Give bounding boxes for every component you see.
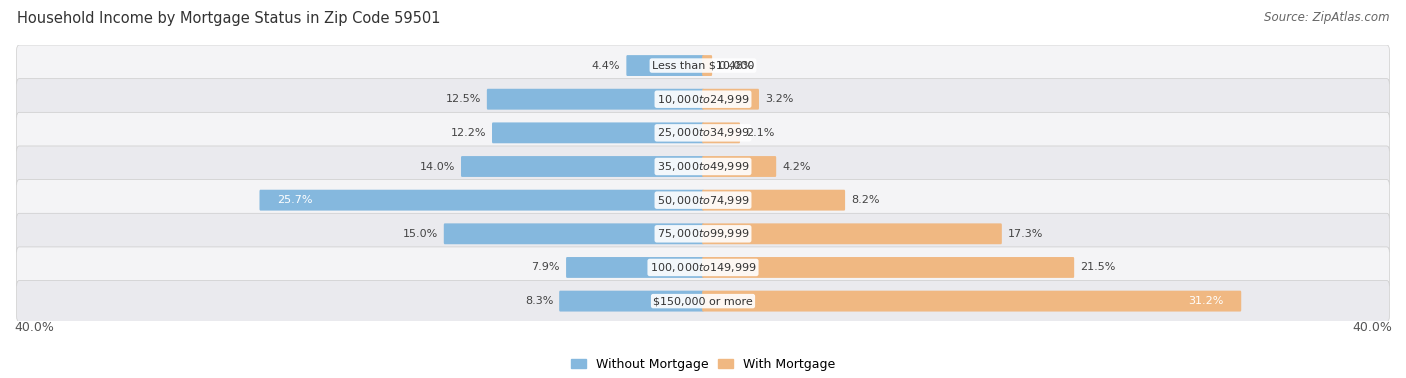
FancyBboxPatch shape: [17, 213, 1389, 254]
Text: Household Income by Mortgage Status in Zip Code 59501: Household Income by Mortgage Status in Z…: [17, 11, 440, 26]
Text: 4.2%: 4.2%: [782, 161, 811, 172]
FancyBboxPatch shape: [702, 291, 1241, 311]
FancyBboxPatch shape: [492, 122, 704, 143]
Text: 3.2%: 3.2%: [765, 94, 793, 104]
FancyBboxPatch shape: [17, 112, 1389, 153]
Text: $35,000 to $49,999: $35,000 to $49,999: [657, 160, 749, 173]
FancyBboxPatch shape: [560, 291, 704, 311]
FancyBboxPatch shape: [702, 223, 1002, 244]
FancyBboxPatch shape: [17, 146, 1389, 187]
Text: 21.5%: 21.5%: [1080, 262, 1115, 273]
Text: Source: ZipAtlas.com: Source: ZipAtlas.com: [1264, 11, 1389, 24]
FancyBboxPatch shape: [17, 180, 1389, 221]
FancyBboxPatch shape: [17, 280, 1389, 322]
Text: 2.1%: 2.1%: [747, 128, 775, 138]
FancyBboxPatch shape: [486, 89, 704, 110]
FancyBboxPatch shape: [702, 122, 740, 143]
Text: 12.2%: 12.2%: [450, 128, 486, 138]
FancyBboxPatch shape: [626, 55, 704, 76]
Text: 4.4%: 4.4%: [592, 60, 620, 71]
FancyBboxPatch shape: [17, 45, 1389, 86]
Text: 14.0%: 14.0%: [419, 161, 456, 172]
Text: $50,000 to $74,999: $50,000 to $74,999: [657, 194, 749, 207]
Text: 17.3%: 17.3%: [1008, 229, 1043, 239]
FancyBboxPatch shape: [702, 156, 776, 177]
Text: 40.0%: 40.0%: [1353, 321, 1392, 334]
Text: 31.2%: 31.2%: [1188, 296, 1223, 306]
Text: 40.0%: 40.0%: [14, 321, 53, 334]
Text: $150,000 or more: $150,000 or more: [654, 296, 752, 306]
Text: $10,000 to $24,999: $10,000 to $24,999: [657, 93, 749, 106]
Text: 8.3%: 8.3%: [524, 296, 553, 306]
Text: 7.9%: 7.9%: [531, 262, 560, 273]
FancyBboxPatch shape: [17, 79, 1389, 120]
Text: 15.0%: 15.0%: [402, 229, 437, 239]
FancyBboxPatch shape: [444, 223, 704, 244]
FancyBboxPatch shape: [260, 190, 704, 211]
FancyBboxPatch shape: [567, 257, 704, 278]
FancyBboxPatch shape: [702, 55, 711, 76]
Text: $100,000 to $149,999: $100,000 to $149,999: [650, 261, 756, 274]
FancyBboxPatch shape: [702, 257, 1074, 278]
Text: Less than $10,000: Less than $10,000: [652, 60, 754, 71]
Text: 0.48%: 0.48%: [718, 60, 754, 71]
FancyBboxPatch shape: [461, 156, 704, 177]
Text: $75,000 to $99,999: $75,000 to $99,999: [657, 227, 749, 240]
Text: 12.5%: 12.5%: [446, 94, 481, 104]
Legend: Without Mortgage, With Mortgage: Without Mortgage, With Mortgage: [565, 353, 841, 376]
Text: $25,000 to $34,999: $25,000 to $34,999: [657, 126, 749, 139]
FancyBboxPatch shape: [17, 247, 1389, 288]
FancyBboxPatch shape: [702, 89, 759, 110]
Text: 8.2%: 8.2%: [851, 195, 880, 205]
Text: 25.7%: 25.7%: [277, 195, 314, 205]
FancyBboxPatch shape: [702, 190, 845, 211]
